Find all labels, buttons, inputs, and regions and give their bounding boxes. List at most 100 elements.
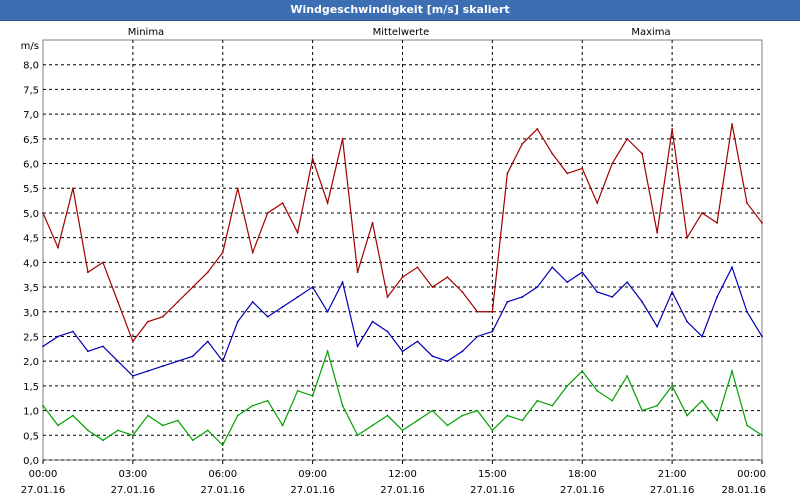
data-point-minima xyxy=(146,414,149,417)
data-point-maxima xyxy=(87,271,89,274)
data-point-minima xyxy=(42,404,44,407)
data-point-minima xyxy=(536,399,539,402)
data-point-mittelwerte xyxy=(506,300,509,303)
data-point-mittelwerte xyxy=(311,286,314,288)
y-tick-label: 1,5 xyxy=(23,382,39,393)
data-point-maxima xyxy=(566,172,569,175)
data-point-mittelwerte xyxy=(476,335,479,338)
x-tick-date-label: 28.01.16 xyxy=(721,485,766,496)
data-point-minima xyxy=(641,409,644,412)
x-tick-date-label: 27.01.16 xyxy=(21,485,66,496)
data-point-maxima xyxy=(641,152,644,155)
data-point-maxima xyxy=(431,286,434,288)
data-point-mittelwerte xyxy=(191,355,194,358)
data-point-maxima xyxy=(191,286,194,288)
data-point-minima xyxy=(596,389,599,392)
y-tick-label: 2,5 xyxy=(23,332,39,343)
data-point-mittelwerte xyxy=(236,320,239,323)
data-point-mittelwerte xyxy=(626,281,629,284)
data-point-mittelwerte xyxy=(102,345,104,348)
data-point-mittelwerte xyxy=(131,375,134,377)
x-tick-date-label: 27.01.16 xyxy=(560,485,605,496)
data-point-mittelwerte xyxy=(356,345,359,348)
x-tick-date-label: 27.01.16 xyxy=(290,485,335,496)
title-bar: Windgeschwindigkeit [m/s] skaliert xyxy=(0,0,800,21)
x-tick-time-label: 00:00 xyxy=(29,469,58,480)
data-point-minima xyxy=(386,414,389,417)
data-point-minima xyxy=(236,414,239,417)
data-point-minima xyxy=(102,439,104,442)
window-title: Windgeschwindigkeit [m/s] skaliert xyxy=(290,3,510,16)
data-point-minima xyxy=(506,414,509,417)
y-axis-label: m/s xyxy=(21,41,39,52)
data-point-minima xyxy=(446,424,449,427)
data-point-mittelwerte xyxy=(386,330,389,333)
data-point-maxima xyxy=(671,128,674,130)
legend-minima: Minima xyxy=(128,27,164,38)
x-tick-time-label: 06:00 xyxy=(208,469,237,480)
data-point-maxima xyxy=(206,271,209,274)
data-point-mittelwerte xyxy=(551,266,554,269)
data-point-mittelwerte xyxy=(251,300,254,303)
data-point-maxima xyxy=(146,320,149,323)
data-point-mittelwerte xyxy=(746,310,748,313)
data-point-minima xyxy=(281,424,284,427)
data-point-maxima xyxy=(116,300,119,303)
x-tick-time-label: 03:00 xyxy=(118,469,147,480)
data-point-maxima xyxy=(296,231,299,234)
x-tick-date-label: 27.01.16 xyxy=(111,485,156,496)
data-point-minima xyxy=(521,419,524,422)
data-point-maxima xyxy=(716,221,718,224)
data-point-mittelwerte xyxy=(581,271,584,274)
data-point-maxima xyxy=(476,310,479,313)
data-point-maxima xyxy=(761,221,763,224)
data-point-maxima xyxy=(221,251,224,254)
data-point-minima xyxy=(341,404,344,407)
data-point-mittelwerte xyxy=(341,281,344,284)
data-point-maxima xyxy=(311,157,314,160)
y-tick-label: 4,0 xyxy=(23,258,39,269)
data-point-mittelwerte xyxy=(641,300,644,303)
y-tick-label: 4,5 xyxy=(23,234,39,245)
data-point-minima xyxy=(566,384,569,387)
data-point-mittelwerte xyxy=(326,310,329,313)
data-point-mittelwerte xyxy=(416,340,419,343)
x-tick-date-label: 27.01.16 xyxy=(470,485,515,496)
data-point-minima xyxy=(371,424,374,427)
x-tick-time-label: 09:00 xyxy=(298,469,327,480)
data-point-minima xyxy=(761,434,763,437)
data-point-maxima xyxy=(266,212,269,214)
data-point-minima xyxy=(701,399,703,402)
data-point-mittelwerte xyxy=(176,360,179,363)
data-point-maxima xyxy=(57,246,59,249)
data-point-maxima xyxy=(746,202,748,204)
data-point-maxima xyxy=(446,276,449,279)
data-point-mittelwerte xyxy=(296,296,299,298)
x-tick-time-label: 21:00 xyxy=(658,469,687,480)
data-point-maxima xyxy=(656,231,659,234)
y-tick-label: 0,0 xyxy=(23,456,39,467)
data-point-maxima xyxy=(102,261,104,264)
y-tick-label: 5,0 xyxy=(23,209,39,220)
data-point-maxima xyxy=(161,315,164,318)
data-point-minima xyxy=(416,419,419,422)
data-point-mittelwerte xyxy=(731,266,733,269)
data-point-mittelwerte xyxy=(87,350,89,353)
data-point-minima xyxy=(656,404,659,407)
data-point-maxima xyxy=(401,276,404,279)
data-point-maxima xyxy=(251,251,254,254)
x-tick-time-label: 15:00 xyxy=(478,469,507,480)
data-point-mittelwerte xyxy=(491,330,494,333)
x-tick-date-label: 27.01.16 xyxy=(650,485,695,496)
y-tick-label: 0,5 xyxy=(23,431,39,442)
data-point-maxima xyxy=(371,221,374,224)
data-point-minima xyxy=(266,399,269,402)
data-point-minima xyxy=(131,434,134,437)
y-tick-label: 6,5 xyxy=(23,135,39,146)
data-point-maxima xyxy=(341,137,344,140)
data-point-minima xyxy=(251,404,254,407)
data-point-maxima xyxy=(536,128,539,130)
data-point-minima xyxy=(87,429,89,432)
data-point-minima xyxy=(326,350,329,353)
